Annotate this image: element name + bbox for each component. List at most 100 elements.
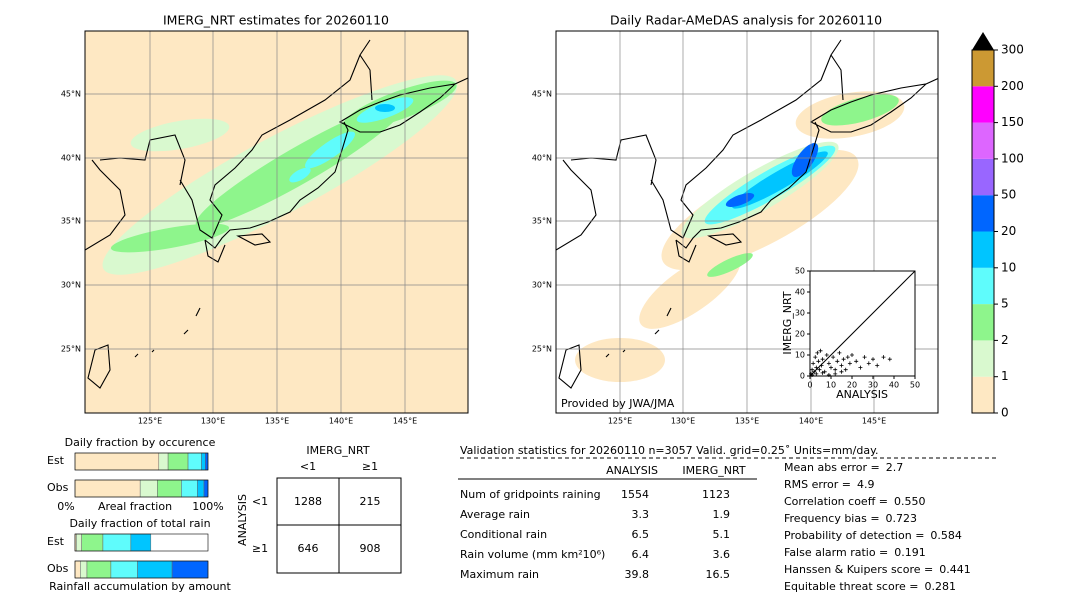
colorbar-label: 20 (1001, 224, 1016, 238)
y-tick-label: 50 (795, 267, 805, 276)
lat-label: 45°N (532, 90, 552, 99)
colorbar-cell (972, 231, 994, 268)
cell: 646 (298, 542, 319, 555)
scatter-point (881, 355, 886, 360)
colorbar: 0 1 2 5 10 20 50 100 150 200 300 (971, 32, 1024, 420)
scatter-point (810, 372, 815, 377)
lon-label: 145°E (862, 417, 886, 426)
lat-label: 25°N (532, 345, 552, 354)
scatter-point (871, 357, 875, 362)
scatter-point (816, 359, 821, 364)
score-label: False alarm ratio = (784, 546, 888, 559)
lat-label: 35°N (61, 217, 81, 226)
scatter-point (866, 361, 871, 366)
map-title: Daily Radar-AMeDAS analysis for 20260110 (610, 13, 882, 28)
colorbar-label: 200 (1001, 79, 1024, 93)
row-label: Est (47, 454, 65, 467)
cell: 908 (360, 542, 381, 555)
scatter-point (845, 355, 850, 360)
map-title: IMERG_NRT estimates for 20260110 (163, 13, 389, 28)
col-header: ANALYSIS (606, 464, 658, 477)
colorbar-cell (972, 122, 994, 159)
score-label: RMS error = (784, 478, 851, 491)
scatter-point (847, 361, 852, 366)
lon-label: 135°E (265, 417, 289, 426)
axis-label: 100% (192, 500, 223, 513)
lat-label: 25°N (61, 345, 81, 354)
scatter-point (835, 359, 840, 364)
scatter-point (820, 357, 825, 362)
colorbar-cell (972, 50, 994, 87)
lon-label: 140°E (329, 417, 353, 426)
row-title: ANALYSIS (236, 494, 249, 546)
fraction-charts: Daily fraction by occurence 0% Areal fra… (47, 436, 232, 593)
lon-label: 130°E (201, 417, 225, 426)
cell: 1.9 (713, 508, 731, 521)
fraction-segment (167, 452, 189, 471)
colorbar-label: 300 (1001, 43, 1024, 57)
fraction-segment (80, 560, 88, 579)
scatter-point (810, 367, 815, 372)
scatter-point (820, 370, 825, 375)
fraction-segment (171, 560, 209, 579)
scatter-point (814, 371, 819, 376)
col-label: <1 (300, 460, 316, 473)
lat-label: 45°N (61, 90, 81, 99)
cell: 3.3 (632, 508, 650, 521)
fraction-segment (201, 452, 206, 471)
score-label: Equitable threat score = (784, 580, 918, 593)
validation-title: Validation statistics for 20260110 n=305… (460, 444, 879, 457)
colorbar-cell (972, 267, 994, 305)
lat-label: 30°N (61, 281, 81, 290)
lat-label: 35°N (532, 217, 552, 226)
cell: 6.4 (632, 548, 650, 561)
scatter-point (839, 369, 844, 374)
scatter-point (843, 367, 848, 372)
x-tick-label: 10 (826, 381, 836, 390)
row-label: Rain volume (mm km²10⁶) (460, 548, 605, 561)
colorbar-label: 150 (1001, 115, 1024, 129)
scatter-point (815, 350, 820, 355)
lon-label: 125°E (608, 417, 632, 426)
scatter-point (817, 367, 822, 372)
colorbar-label: 0 (1001, 406, 1009, 420)
axis-label: Rainfall accumulation by amount (49, 580, 231, 593)
lat-label: 40°N (532, 154, 552, 163)
fraction-segment (74, 479, 141, 498)
colorbar-label: 10 (1001, 260, 1016, 274)
row-label: Average rain (460, 508, 530, 521)
score-label: Correlation coeff = (784, 495, 888, 508)
chart-title: Daily fraction of total rain (69, 517, 210, 530)
row-label: Num of gridpoints raining (460, 488, 601, 501)
row-label: Maximum rain (460, 568, 539, 581)
cell: 1554 (621, 488, 649, 501)
score-label: Probability of detection = (784, 529, 924, 542)
cell: 1123 (702, 488, 730, 501)
colorbar-cell (972, 340, 994, 377)
colorbar-label: 1 (1001, 369, 1009, 383)
diagonal (809, 270, 916, 377)
y-tick-label: 30 (795, 309, 805, 318)
scatter-point (833, 367, 838, 372)
y-tick-label: 20 (795, 330, 805, 339)
row-label: Obs (47, 562, 69, 575)
colorbar-label: 2 (1001, 333, 1009, 347)
scatter-point (811, 361, 816, 366)
score-value: 2.7 (886, 461, 904, 474)
scatter-point (875, 363, 880, 368)
lon-label: 130°E (671, 417, 695, 426)
axis-label: Areal fraction (98, 500, 172, 513)
scatter-point (826, 361, 831, 366)
cell: 6.5 (632, 528, 650, 541)
colorbar-cell (972, 158, 994, 196)
precip-field (556, 39, 938, 389)
col-title: IMERG_NRT (306, 444, 369, 457)
fraction-segment (74, 452, 160, 471)
score-label: Mean abs error = (784, 461, 880, 474)
scatter-point (812, 369, 817, 374)
fraction-segment (139, 479, 158, 498)
x-tick-label: 0 (807, 381, 812, 390)
map-left: 45°N 40°N 35°N 30°N 25°N 125°E 130°E 135°E 140°E… (61, 13, 469, 426)
cell: 1288 (294, 495, 322, 508)
